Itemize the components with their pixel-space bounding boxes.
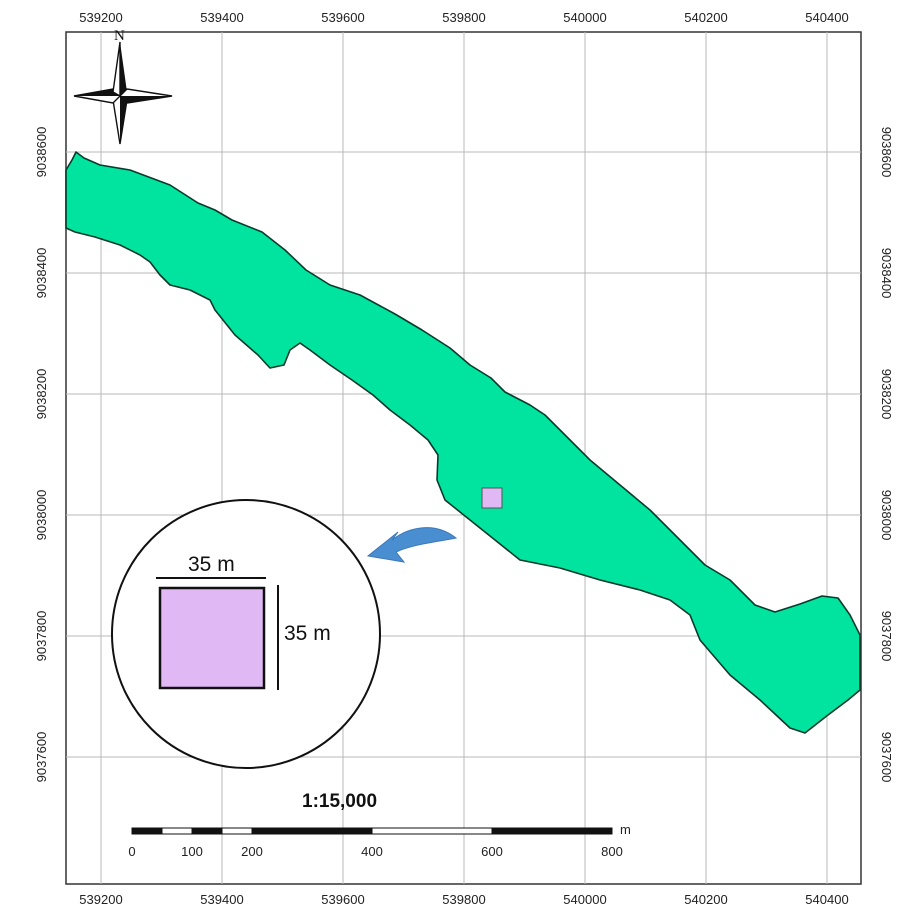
x-tick-label-top: 540400 bbox=[805, 10, 848, 25]
scale-label: 200 bbox=[241, 844, 263, 859]
x-tick-label-bottom: 539200 bbox=[79, 892, 122, 907]
x-tick-label-bottom: 540000 bbox=[563, 892, 606, 907]
scale-bar: 1:15,000 m 0 100 200 400 600 800 bbox=[128, 791, 630, 859]
y-tick-label-left: 9038600 bbox=[34, 127, 49, 178]
y-tick-label-right: 9038600 bbox=[879, 127, 894, 178]
scale-label: 0 bbox=[128, 844, 135, 859]
y-tick-label-right: 9038200 bbox=[879, 369, 894, 420]
y-tick-label-left: 9037800 bbox=[34, 611, 49, 662]
sample-plot bbox=[481, 487, 503, 509]
scale-unit: m bbox=[620, 822, 631, 837]
scale-segment bbox=[131, 827, 163, 835]
y-tick-label-left: 9037600 bbox=[34, 732, 49, 783]
y-tick-label-right: 9037600 bbox=[879, 732, 894, 783]
coordinate-labels: 539200 539200 539400 539400 539600 539600 5398… bbox=[34, 10, 894, 907]
inset-height-label: 35 m bbox=[284, 622, 331, 645]
scale-segment bbox=[251, 827, 373, 835]
scale-segment bbox=[491, 827, 613, 835]
inset-plot bbox=[158, 586, 266, 690]
north-arrow-icon: N bbox=[73, 28, 173, 145]
y-tick-label-right: 9038400 bbox=[879, 248, 894, 299]
y-tick-label-right: 9038000 bbox=[879, 490, 894, 541]
x-tick-label-bottom: 540400 bbox=[805, 892, 848, 907]
scale-label: 400 bbox=[361, 844, 383, 859]
scale-segment bbox=[371, 827, 493, 835]
x-tick-label-top: 539400 bbox=[200, 10, 243, 25]
scale-segment bbox=[191, 827, 223, 835]
x-tick-label-bottom: 539400 bbox=[200, 892, 243, 907]
inset-width-label: 35 m bbox=[188, 553, 235, 576]
scale-segment bbox=[221, 827, 253, 835]
north-label: N bbox=[114, 28, 125, 44]
scale-ratio: 1:15,000 bbox=[302, 791, 377, 812]
x-tick-label-bottom: 539600 bbox=[321, 892, 364, 907]
inset-magnifier: 35 m 35 m bbox=[111, 499, 381, 769]
x-tick-label-top: 539200 bbox=[79, 10, 122, 25]
x-tick-label-top: 539800 bbox=[442, 10, 485, 25]
x-tick-label-top: 540200 bbox=[684, 10, 727, 25]
water-body bbox=[65, 151, 861, 734]
scale-label: 800 bbox=[601, 844, 623, 859]
scale-label: 600 bbox=[481, 844, 503, 859]
y-tick-label-left: 9038000 bbox=[34, 490, 49, 541]
x-tick-label-top: 539600 bbox=[321, 10, 364, 25]
y-tick-label-right: 9037800 bbox=[879, 611, 894, 662]
scale-label: 100 bbox=[181, 844, 203, 859]
y-tick-label-left: 9038200 bbox=[34, 369, 49, 420]
scale-segment bbox=[161, 827, 193, 835]
x-tick-label-bottom: 539800 bbox=[442, 892, 485, 907]
inset-arrow bbox=[366, 527, 458, 563]
y-tick-label-left: 9038400 bbox=[34, 248, 49, 299]
x-tick-label-top: 540000 bbox=[563, 10, 606, 25]
x-tick-label-bottom: 540200 bbox=[684, 892, 727, 907]
